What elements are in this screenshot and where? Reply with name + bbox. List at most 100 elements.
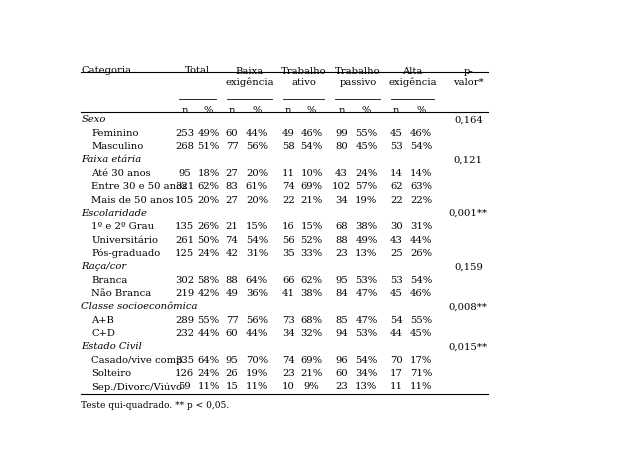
Text: Categoria: Categoria (82, 66, 132, 75)
Text: 11%: 11% (410, 382, 432, 391)
Text: 60: 60 (226, 129, 238, 138)
Text: 45%: 45% (410, 329, 432, 338)
Text: Entre 30 e 50 anos: Entre 30 e 50 anos (91, 182, 187, 191)
Text: Sexo: Sexo (82, 115, 106, 124)
Text: 15%: 15% (246, 222, 268, 231)
Text: 60: 60 (226, 329, 238, 338)
Text: 46%: 46% (410, 289, 432, 298)
Text: 0,159: 0,159 (454, 262, 483, 271)
Text: 14: 14 (390, 169, 403, 178)
Text: 10: 10 (282, 382, 295, 391)
Text: 51%: 51% (198, 142, 220, 151)
Text: 27: 27 (225, 169, 238, 178)
Text: 38%: 38% (355, 222, 377, 231)
Text: Branca: Branca (91, 276, 128, 285)
Text: Não Branca: Não Branca (91, 289, 152, 298)
Text: Trabalho: Trabalho (281, 67, 327, 76)
Text: 56%: 56% (246, 316, 268, 325)
Text: 70%: 70% (246, 356, 268, 365)
Text: 21%: 21% (300, 196, 323, 205)
Text: 95: 95 (225, 356, 238, 365)
Text: 53: 53 (390, 276, 403, 285)
Text: 85: 85 (335, 316, 348, 325)
Text: 15: 15 (225, 382, 238, 391)
Text: 23: 23 (282, 369, 295, 378)
Text: 321: 321 (175, 182, 195, 191)
Text: 0,015**: 0,015** (449, 342, 488, 352)
Text: 55%: 55% (410, 316, 432, 325)
Text: %: % (252, 106, 261, 115)
Text: 24%: 24% (198, 249, 220, 258)
Text: 47%: 47% (355, 316, 377, 325)
Text: 41: 41 (282, 289, 295, 298)
Text: 23: 23 (335, 382, 348, 391)
Text: 25: 25 (390, 249, 403, 258)
Text: 219: 219 (175, 289, 195, 298)
Text: 26: 26 (226, 369, 238, 378)
Text: 1º e 2º Grau: 1º e 2º Grau (91, 222, 154, 231)
Text: 253: 253 (175, 129, 195, 138)
Text: Raça/cor: Raça/cor (82, 262, 126, 271)
Text: 20%: 20% (246, 169, 268, 178)
Text: 49%: 49% (198, 129, 220, 138)
Text: 13%: 13% (355, 249, 377, 258)
Text: 34: 34 (282, 329, 295, 338)
Text: 62%: 62% (300, 276, 323, 285)
Text: 88: 88 (335, 235, 348, 245)
Text: 38%: 38% (300, 289, 323, 298)
Text: 64%: 64% (246, 276, 268, 285)
Text: 0,001**: 0,001** (449, 209, 488, 218)
Text: 74: 74 (282, 182, 295, 191)
Text: 74: 74 (282, 356, 295, 365)
Text: 0,121: 0,121 (454, 156, 483, 164)
Text: 24%: 24% (355, 169, 377, 178)
Text: 125: 125 (175, 249, 195, 258)
Text: 19%: 19% (246, 369, 268, 378)
Text: %: % (417, 106, 426, 115)
Text: ativo: ativo (291, 78, 316, 86)
Text: p-: p- (464, 67, 473, 76)
Text: 83: 83 (225, 182, 238, 191)
Text: 69%: 69% (300, 356, 323, 365)
Text: 52%: 52% (300, 235, 323, 245)
Text: 11: 11 (282, 169, 295, 178)
Text: 60: 60 (335, 369, 348, 378)
Text: 335: 335 (175, 356, 195, 365)
Text: Até 30 anos: Até 30 anos (91, 169, 151, 178)
Text: 71%: 71% (410, 369, 432, 378)
Text: 22: 22 (390, 196, 403, 205)
Text: 43: 43 (390, 235, 403, 245)
Text: 26%: 26% (198, 222, 220, 231)
Text: 80: 80 (335, 142, 348, 151)
Text: 63%: 63% (410, 182, 432, 191)
Text: n: n (229, 106, 235, 115)
Text: Classe socioeconômica: Classe socioeconômica (82, 302, 198, 311)
Text: 44%: 44% (410, 235, 432, 245)
Text: 126: 126 (175, 369, 195, 378)
Text: 69%: 69% (300, 182, 323, 191)
Text: 58: 58 (282, 142, 295, 151)
Text: 96: 96 (335, 356, 348, 365)
Text: 55%: 55% (355, 129, 377, 138)
Text: 302: 302 (175, 276, 195, 285)
Text: 289: 289 (175, 316, 195, 325)
Text: 70: 70 (390, 356, 403, 365)
Text: 20%: 20% (198, 196, 220, 205)
Text: 53%: 53% (355, 276, 377, 285)
Text: 59: 59 (178, 382, 191, 391)
Text: 50%: 50% (198, 235, 220, 245)
Text: Total: Total (185, 66, 210, 75)
Text: 33%: 33% (300, 249, 323, 258)
Text: 9%: 9% (304, 382, 320, 391)
Text: 44%: 44% (246, 129, 268, 138)
Text: %: % (204, 106, 213, 115)
Text: 88: 88 (225, 276, 238, 285)
Text: 54%: 54% (300, 142, 323, 151)
Text: 15%: 15% (300, 222, 323, 231)
Text: 45: 45 (390, 129, 403, 138)
Text: Baixa: Baixa (235, 67, 264, 76)
Text: 45: 45 (390, 289, 403, 298)
Text: 11: 11 (390, 382, 403, 391)
Text: 99: 99 (335, 129, 348, 138)
Text: 20%: 20% (246, 196, 268, 205)
